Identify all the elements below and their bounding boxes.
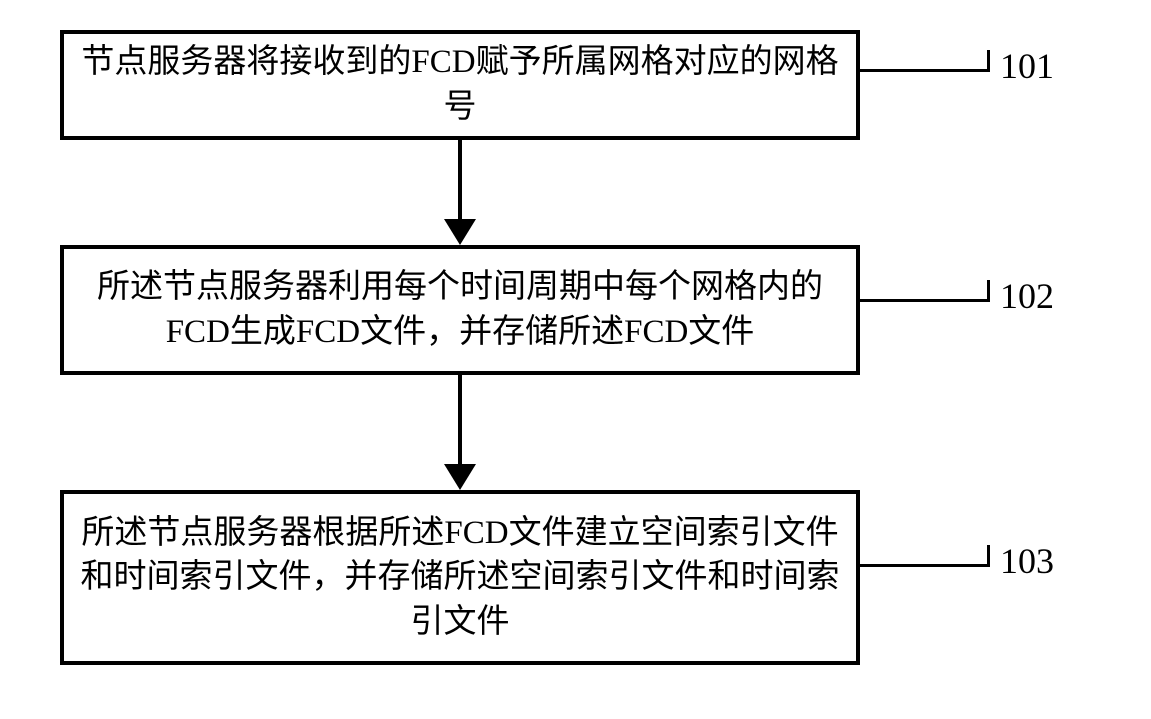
leader-2-horizontal [860, 299, 990, 302]
flowchart-node-1-text: 节点服务器将接收到的FCD赋予所属网格对应的网格号 [64, 40, 856, 129]
leader-3-vertical [987, 545, 990, 567]
arrow-2-line [458, 375, 462, 464]
leader-3-horizontal [860, 564, 990, 567]
leader-1-horizontal [860, 69, 990, 72]
flowchart-canvas: 节点服务器将接收到的FCD赋予所属网格对应的网格号 所述节点服务器利用每个时间周… [0, 0, 1151, 719]
flowchart-node-3-text: 所述节点服务器根据所述FCD文件建立空间索引文件和时间索引文件，并存储所述空间索… [64, 511, 856, 645]
flowchart-node-2-text: 所述节点服务器利用每个时间周期中每个网格内的FCD生成FCD文件，并存储所述FC… [64, 265, 856, 354]
flowchart-node-1: 节点服务器将接收到的FCD赋予所属网格对应的网格号 [60, 30, 860, 140]
flowchart-node-2: 所述节点服务器利用每个时间周期中每个网格内的FCD生成FCD文件，并存储所述FC… [60, 245, 860, 375]
leader-1-vertical [987, 50, 990, 72]
leader-2-vertical [987, 280, 990, 302]
arrow-1-head [444, 219, 476, 245]
arrow-2-head [444, 464, 476, 490]
arrow-1-line [458, 140, 462, 219]
flowchart-node-3: 所述节点服务器根据所述FCD文件建立空间索引文件和时间索引文件，并存储所述空间索… [60, 490, 860, 665]
step-label-101: 101 [1000, 45, 1054, 87]
step-label-103: 103 [1000, 540, 1054, 582]
step-label-102: 102 [1000, 275, 1054, 317]
